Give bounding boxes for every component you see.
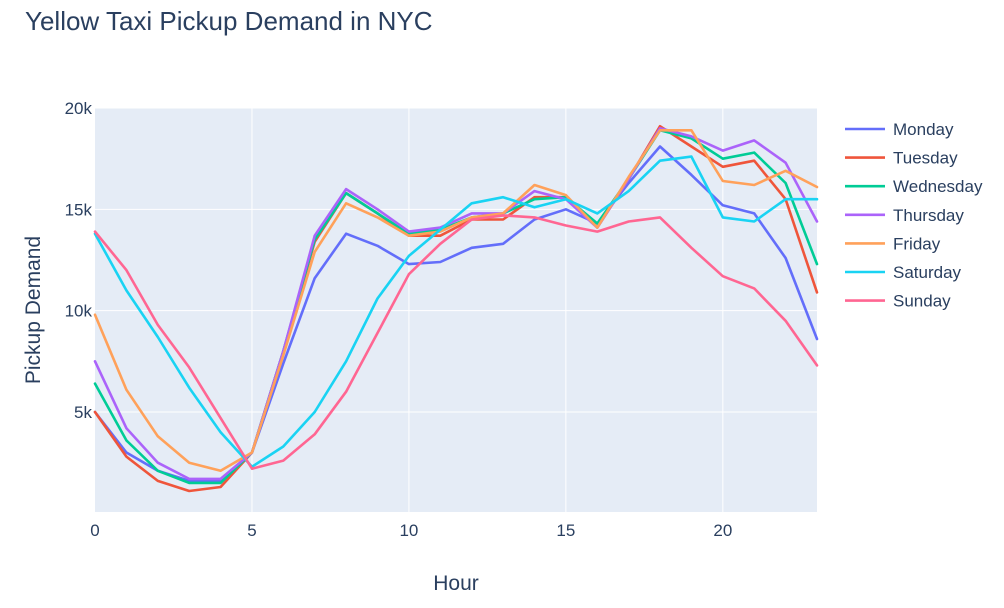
legend-item-friday[interactable]: Friday — [845, 234, 941, 253]
legend-item-thursday[interactable]: Thursday — [845, 206, 964, 225]
chart-title: Yellow Taxi Pickup Demand in NYC — [25, 6, 433, 36]
x-tick-label: 20 — [713, 521, 732, 540]
legend-label: Saturday — [893, 263, 962, 282]
y-axis-ticks: 5k 10k 15k 20k — [65, 99, 93, 422]
series-line-sunday — [93, 214, 819, 471]
y-tick-label: 15k — [65, 200, 93, 219]
x-tick-label: 10 — [399, 521, 418, 540]
series-lines — [93, 124, 819, 493]
y-tick-label: 5k — [74, 403, 92, 422]
legend-label: Tuesday — [893, 149, 958, 168]
legend-label: Thursday — [893, 206, 964, 225]
legend-label: Wednesday — [893, 177, 983, 196]
x-tick-label: 15 — [556, 521, 575, 540]
legend-item-saturday[interactable]: Saturday — [845, 263, 962, 282]
y-tick-label: 20k — [65, 99, 93, 118]
legend: Monday Tuesday Wednesday Thursday Friday Satu… — [845, 120, 983, 311]
series-line-tuesday — [93, 124, 819, 493]
y-tick-label: 10k — [65, 302, 93, 321]
legend-label: Sunday — [893, 292, 951, 311]
plot-area — [95, 108, 817, 512]
y-axis-title: Pickup Demand — [22, 236, 45, 384]
x-axis-ticks: 0 5 10 15 20 — [90, 521, 732, 540]
x-axis-title: Hour — [433, 572, 479, 595]
series-line-friday — [93, 129, 819, 473]
legend-label: Monday — [893, 120, 954, 139]
x-tick-label: 5 — [247, 521, 256, 540]
x-tick-label: 0 — [90, 521, 99, 540]
legend-label: Friday — [893, 234, 941, 253]
legend-item-monday[interactable]: Monday — [845, 120, 954, 139]
gridlines — [95, 107, 817, 512]
legend-item-sunday[interactable]: Sunday — [845, 292, 951, 311]
legend-item-tuesday[interactable]: Tuesday — [845, 149, 958, 168]
series-line-saturday — [93, 155, 819, 469]
legend-item-wednesday[interactable]: Wednesday — [845, 177, 983, 196]
series-line-monday — [93, 145, 819, 483]
